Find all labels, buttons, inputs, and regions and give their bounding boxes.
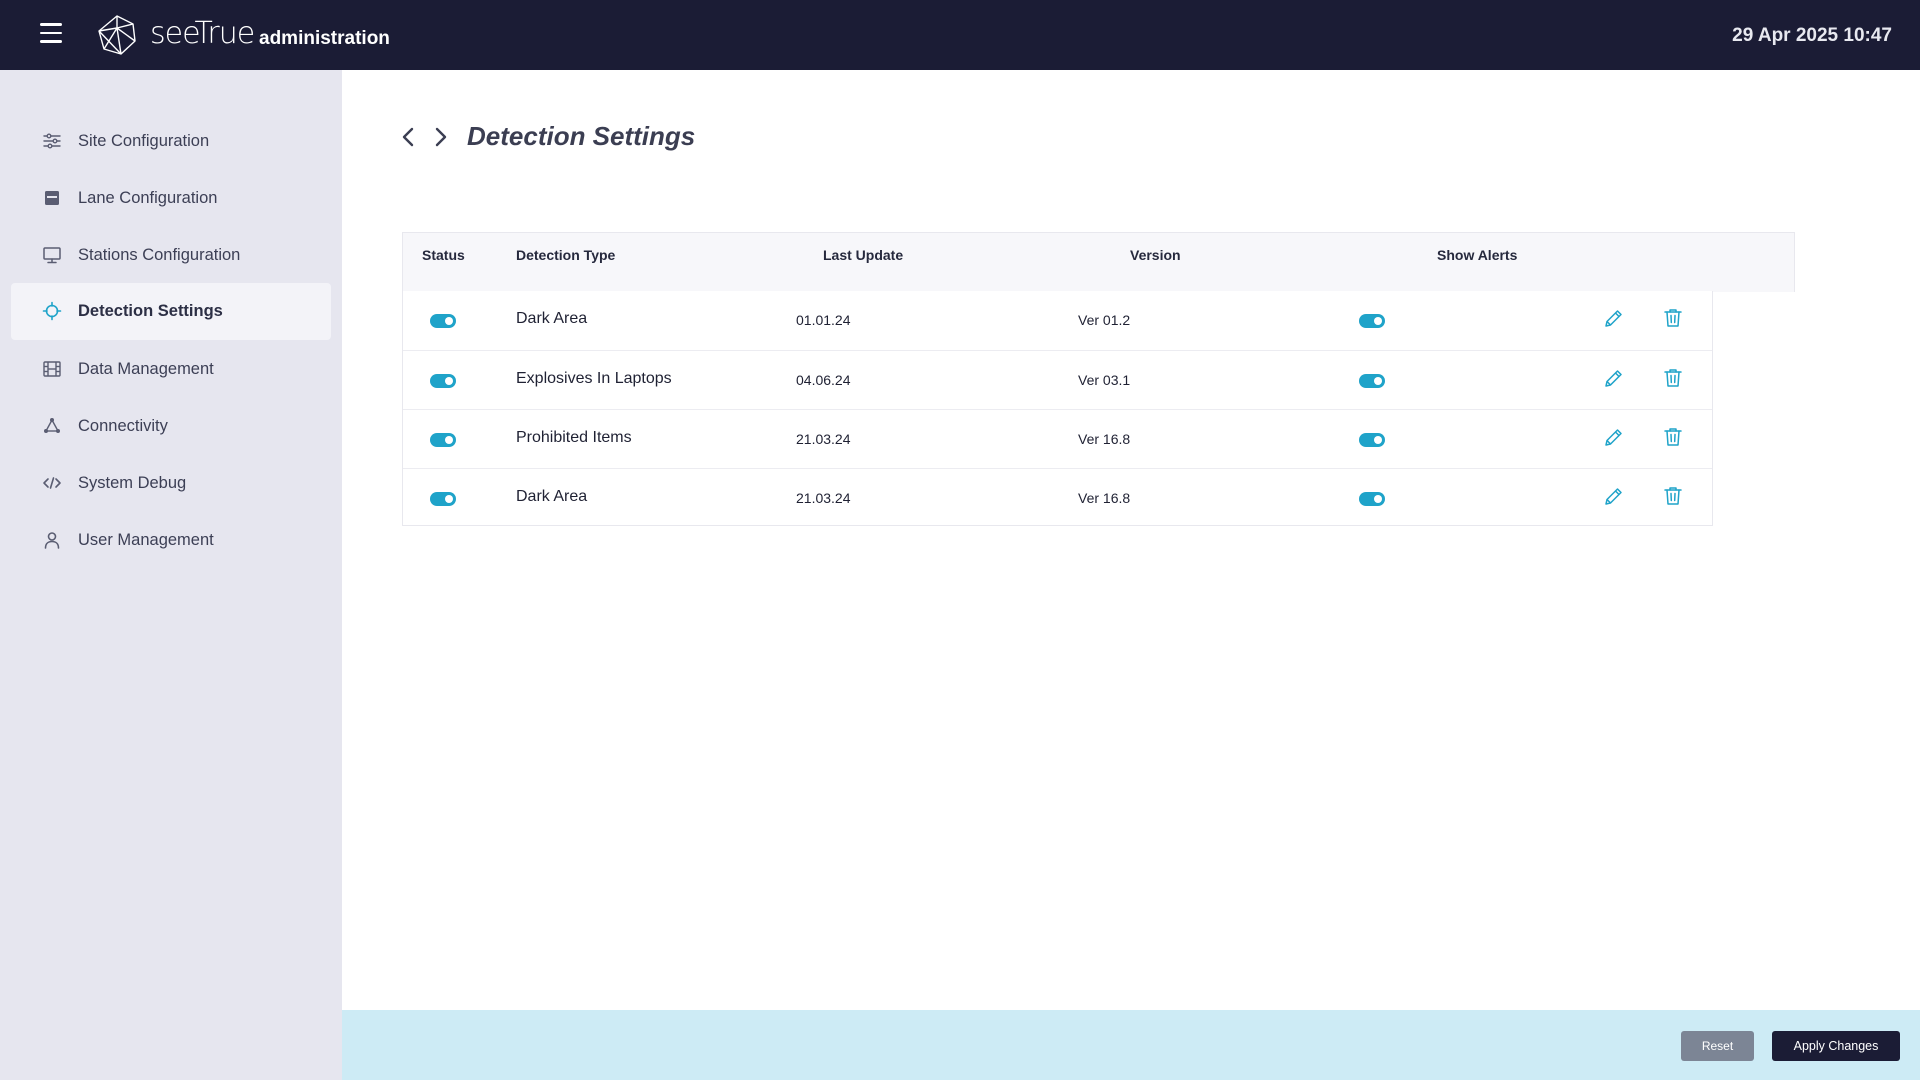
sidebar-item-label: Connectivity — [78, 417, 168, 435]
sidebar-item-detection-settings[interactable]: Detection Settings — [11, 283, 331, 340]
table-row: Explosives In Laptops 04.06.24 Ver 03.1 — [403, 350, 1712, 409]
sidebar: Site Configuration Lane Configuration St… — [0, 70, 342, 1080]
last-update-cell: 01.01.24 — [796, 312, 851, 328]
pencil-icon[interactable] — [1602, 308, 1624, 330]
sidebar-item-system-debug[interactable]: System Debug — [11, 455, 331, 512]
back-arrow-icon[interactable] — [398, 126, 420, 148]
version-cell: Ver 03.1 — [1078, 372, 1131, 388]
user-icon — [44, 532, 60, 549]
logo-wordmark: seeTrue — [150, 16, 255, 51]
page-title: Detection Settings — [467, 121, 696, 151]
show-alerts-toggle[interactable] — [1359, 374, 1385, 388]
last-update-cell: 21.03.24 — [796, 490, 851, 506]
sidebar-item-data-management[interactable]: Data Management — [11, 341, 331, 398]
column-header-status: Status — [422, 247, 465, 263]
sidebar-item-label: Stations Configuration — [78, 246, 241, 264]
column-header-show-alerts: Show Alerts — [1437, 247, 1518, 263]
hamburger-menu-icon[interactable] — [40, 23, 68, 47]
sidebar-item-label: Data Management — [78, 360, 214, 378]
sidebar-item-connectivity[interactable]: Connectivity — [11, 398, 331, 455]
apply-changes-button[interactable]: Apply Changes — [1772, 1031, 1900, 1061]
monitor-icon — [43, 247, 61, 264]
sidebar-item-user-management[interactable]: User Management — [11, 512, 331, 569]
action-footer — [342, 1010, 1920, 1080]
sidebar-item-label: Detection Settings — [78, 302, 223, 320]
table-header: Status Detection Type Last Update Versio… — [402, 232, 1795, 292]
status-toggle[interactable] — [430, 492, 456, 506]
trash-icon[interactable] — [1662, 485, 1684, 507]
version-cell: Ver 16.8 — [1078, 431, 1131, 447]
trash-icon[interactable] — [1662, 307, 1684, 329]
sliders-icon — [43, 133, 61, 149]
trash-icon[interactable] — [1662, 367, 1684, 389]
sidebar-item-label: Site Configuration — [78, 132, 210, 150]
network-icon — [44, 418, 60, 433]
status-toggle[interactable] — [430, 433, 456, 447]
show-alerts-toggle[interactable] — [1359, 433, 1385, 447]
detection-type-cell: Explosives In Laptops — [516, 370, 672, 387]
detection-table: Dark Area 01.01.24 Ver 01.2 Explosives I… — [402, 291, 1713, 526]
show-alerts-toggle[interactable] — [1359, 492, 1385, 506]
app-name: administration — [259, 28, 390, 49]
pencil-icon[interactable] — [1602, 368, 1624, 390]
detection-type-cell: Prohibited Items — [516, 429, 632, 446]
column-header-last-update: Last Update — [823, 247, 904, 263]
code-icon — [43, 477, 61, 489]
status-toggle[interactable] — [430, 374, 456, 388]
reset-button[interactable]: Reset — [1681, 1031, 1754, 1061]
sidebar-item-stations-configuration[interactable]: Stations Configuration — [11, 227, 331, 284]
last-update-cell: 21.03.24 — [796, 431, 851, 447]
column-header-detection-type: Detection Type — [516, 247, 616, 263]
trash-icon[interactable] — [1662, 426, 1684, 448]
detection-type-cell: Dark Area — [516, 310, 588, 327]
pencil-icon[interactable] — [1602, 486, 1624, 508]
table-row: Dark Area 21.03.24 Ver 16.8 — [403, 468, 1712, 527]
datetime-display: 29 Apr 2025 10:47 — [1732, 25, 1892, 46]
sidebar-item-lane-configuration[interactable]: Lane Configuration — [11, 170, 331, 227]
forward-arrow-icon[interactable] — [429, 126, 451, 148]
last-update-cell: 04.06.24 — [796, 372, 851, 388]
version-cell: Ver 16.8 — [1078, 490, 1131, 506]
table-row: Prohibited Items 21.03.24 Ver 16.8 — [403, 409, 1712, 468]
status-toggle[interactable] — [430, 314, 456, 328]
sidebar-item-label: Lane Configuration — [78, 189, 218, 207]
detection-type-cell: Dark Area — [516, 488, 588, 505]
column-header-version: Version — [1130, 247, 1181, 263]
top-bar: seeTrue administration 29 Apr 2025 10:47 — [0, 0, 1920, 70]
crosshair-icon — [42, 301, 62, 321]
lane-icon — [45, 191, 59, 205]
sidebar-item-site-configuration[interactable]: Site Configuration — [11, 113, 331, 170]
show-alerts-toggle[interactable] — [1359, 314, 1385, 328]
sidebar-item-label: System Debug — [78, 474, 187, 492]
film-icon — [43, 361, 61, 377]
polyhedron-logo-icon — [98, 15, 136, 55]
version-cell: Ver 01.2 — [1078, 312, 1131, 328]
sidebar-item-label: User Management — [78, 531, 214, 549]
pencil-icon[interactable] — [1602, 427, 1624, 449]
table-row: Dark Area 01.01.24 Ver 01.2 — [403, 291, 1712, 350]
